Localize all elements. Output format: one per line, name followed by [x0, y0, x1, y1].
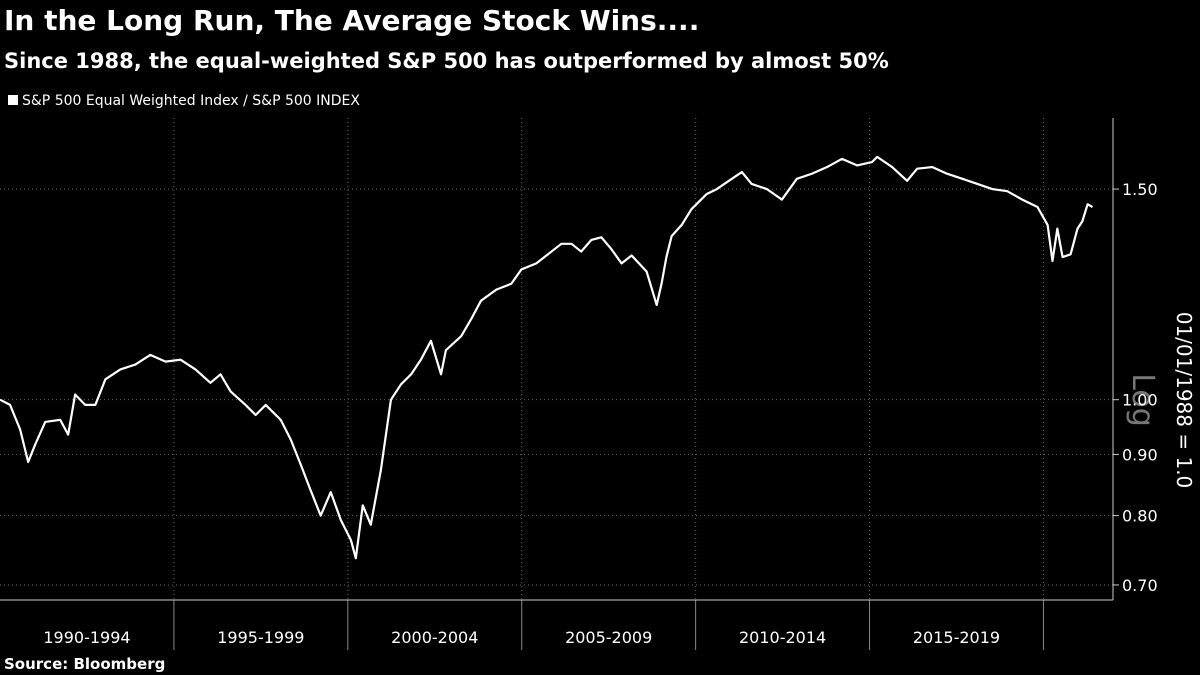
y-tick-label: 0.90	[1122, 445, 1158, 464]
y-scale-label: Log	[1125, 373, 1160, 427]
x-period-label: 2010-2014	[739, 628, 826, 647]
x-period-label: 2015-2019	[913, 628, 1000, 647]
chart-title: In the Long Run, The Average Stock Wins.…	[4, 4, 699, 37]
x-period-label: 1990-1994	[43, 628, 130, 647]
y-tick-label: 0.70	[1122, 576, 1158, 595]
legend-swatch	[8, 95, 18, 105]
x-period-label: 2000-2004	[391, 628, 478, 647]
x-period-label: 1995-1999	[217, 628, 304, 647]
chart-subtitle: Since 1988, the equal-weighted S&P 500 h…	[4, 49, 889, 73]
data-line	[0, 155, 1094, 560]
y-tick-label: 1.00	[1122, 391, 1158, 410]
legend-label: S&P 500 Equal Weighted Index / S&P 500 I…	[22, 93, 360, 109]
x-period-label: 2005-2009	[565, 628, 652, 647]
y-tick-label: 0.80	[1122, 507, 1158, 526]
y-tick-label: 1.50	[1122, 180, 1158, 199]
source: Source: Bloomberg	[4, 655, 165, 673]
y-axis-label: 01/01/1988 = 1.0	[1172, 312, 1196, 489]
